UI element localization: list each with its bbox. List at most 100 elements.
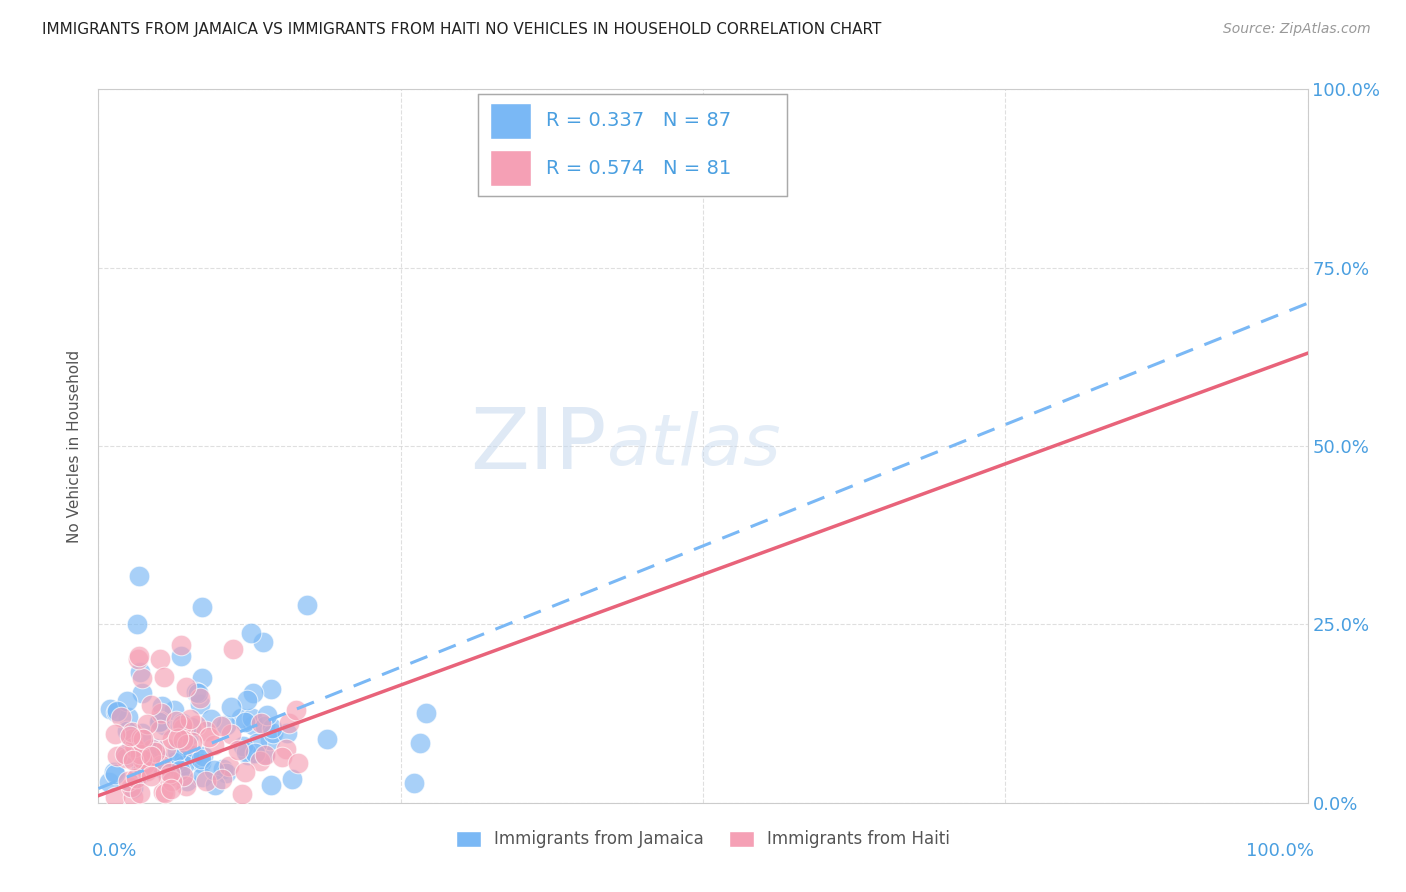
Point <box>114 751 136 765</box>
Point <box>252 635 274 649</box>
Point <box>129 757 152 772</box>
Point <box>191 671 214 685</box>
Point <box>163 755 186 769</box>
Point <box>181 735 204 749</box>
Point <box>253 719 276 733</box>
Point <box>125 772 148 786</box>
Text: atlas: atlas <box>606 411 780 481</box>
Text: 0.0%: 0.0% <box>93 842 138 860</box>
Point <box>256 708 278 723</box>
Point <box>141 742 163 756</box>
Point <box>105 704 128 718</box>
Point <box>215 766 238 780</box>
Point <box>114 747 136 762</box>
Point <box>132 756 155 771</box>
Point <box>180 720 202 734</box>
Point <box>110 710 132 724</box>
Point <box>402 776 425 790</box>
Point <box>174 680 197 694</box>
Point <box>150 761 173 775</box>
Point <box>114 749 136 764</box>
Point <box>160 774 183 789</box>
Point <box>236 693 259 707</box>
Point <box>233 765 256 780</box>
Point <box>122 789 145 804</box>
Point <box>121 753 143 767</box>
Point <box>246 736 269 750</box>
Point <box>105 748 128 763</box>
Point <box>277 716 299 731</box>
Point <box>104 727 127 741</box>
Point <box>228 743 250 757</box>
Point <box>149 757 172 772</box>
Y-axis label: No Vehicles in Household: No Vehicles in Household <box>67 350 83 542</box>
Point <box>149 723 172 737</box>
Point <box>174 779 197 793</box>
Text: R = 0.574   N = 81: R = 0.574 N = 81 <box>546 159 731 178</box>
Point <box>135 755 157 769</box>
Point <box>129 665 152 679</box>
Point <box>118 729 141 743</box>
Point <box>104 767 127 781</box>
Point <box>202 763 225 777</box>
Point <box>138 743 160 757</box>
Point <box>249 716 271 731</box>
Point <box>276 741 298 756</box>
Point <box>160 782 183 797</box>
Point <box>212 762 235 776</box>
Point <box>170 649 193 664</box>
Point <box>186 685 208 699</box>
Point <box>242 686 264 700</box>
Point <box>167 731 190 746</box>
Point <box>232 739 254 754</box>
Point <box>177 747 200 761</box>
Point <box>215 718 238 732</box>
Point <box>143 740 166 755</box>
Point <box>176 773 198 788</box>
Point <box>195 774 218 789</box>
Point <box>105 706 128 720</box>
Point <box>173 748 195 763</box>
Point <box>260 681 283 696</box>
Point <box>176 737 198 751</box>
Point <box>128 568 150 582</box>
Point <box>235 745 257 759</box>
Point <box>276 726 298 740</box>
Point <box>179 712 201 726</box>
Point <box>100 702 122 716</box>
Point <box>211 772 233 786</box>
Point <box>131 686 153 700</box>
Point <box>221 700 243 714</box>
Point <box>198 731 221 745</box>
Point <box>122 739 145 754</box>
Point <box>155 741 177 756</box>
Point <box>270 749 292 764</box>
Point <box>415 706 437 720</box>
Point <box>143 745 166 759</box>
Point <box>148 752 170 766</box>
Point <box>125 616 148 631</box>
Point <box>160 731 183 746</box>
Point <box>135 764 157 778</box>
Point <box>121 732 143 747</box>
Point <box>139 769 162 783</box>
Point <box>163 704 186 718</box>
Point <box>132 760 155 774</box>
Point <box>134 757 156 772</box>
Point <box>128 747 150 761</box>
Point <box>139 698 162 712</box>
Point <box>117 709 139 723</box>
Point <box>284 703 307 717</box>
Point <box>152 785 174 799</box>
Point <box>249 754 271 768</box>
Point <box>172 718 194 732</box>
Point <box>128 648 150 663</box>
Point <box>149 706 172 720</box>
Point <box>172 721 194 735</box>
Point <box>177 728 200 742</box>
Point <box>200 712 222 726</box>
Text: R = 0.337   N = 87: R = 0.337 N = 87 <box>546 112 731 130</box>
Point <box>156 770 179 784</box>
Point <box>190 756 212 770</box>
Point <box>191 770 214 784</box>
